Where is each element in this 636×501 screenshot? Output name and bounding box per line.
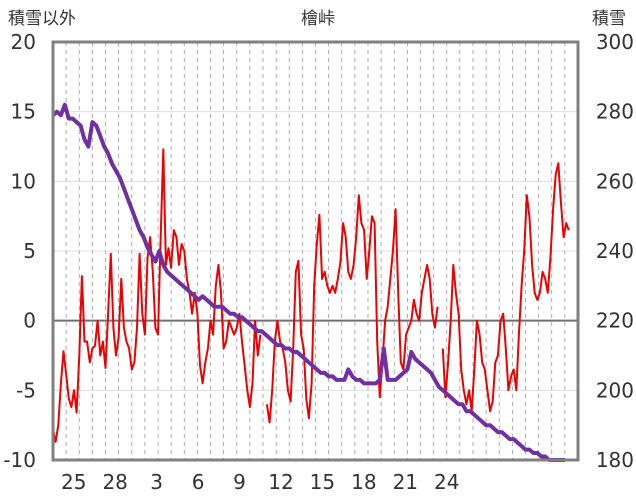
left-y-tick-label: 20 (11, 30, 36, 54)
temperature-line-1 (265, 194, 439, 424)
x-tick-label: 25 (61, 470, 86, 494)
chart-title: 檜峠 (301, 8, 335, 29)
left-y-tick-label: -5 (16, 378, 36, 402)
left-y-tick-label: 10 (11, 169, 36, 193)
x-tick-label: 21 (393, 470, 418, 494)
left-axis-label: 積雪以外 (8, 9, 76, 29)
right-y-tick-label: 220 (596, 309, 634, 333)
x-tick-label: 12 (268, 470, 293, 494)
temperature-line-2 (441, 162, 570, 413)
x-tick-label: 9 (233, 470, 246, 494)
x-tick-label: 6 (192, 470, 205, 494)
right-y-ticks: 180 200 220 240 260 280 300 (596, 30, 634, 472)
right-y-tick-label: 260 (596, 169, 634, 193)
left-y-tick-label: 0 (23, 309, 36, 333)
snow-depth-line-0 (51, 102, 565, 462)
right-axis-label: 積雪 (592, 9, 626, 29)
x-tick-label: 28 (102, 470, 127, 494)
right-y-tick-label: 200 (596, 378, 634, 402)
temperature-line-0 (52, 148, 262, 443)
right-y-tick-label: 280 (596, 100, 634, 124)
x-tick-labels: 25 28 3 6 9 12 15 18 21 24 (61, 470, 459, 494)
right-y-tick-label: 240 (596, 239, 634, 263)
x-tick-label: 18 (351, 470, 376, 494)
x-tick-label: 24 (434, 470, 459, 494)
left-y-tick-label: 15 (11, 100, 36, 124)
right-y-tick-label: 180 (596, 448, 634, 472)
right-y-tick-label: 300 (596, 30, 634, 54)
plot-series (51, 102, 570, 462)
plot-frame (51, 40, 580, 462)
x-tick-label: 3 (150, 470, 163, 494)
left-y-tick-label: 5 (23, 239, 36, 263)
left-y-ticks: -10 -5 0 5 10 15 20 (3, 30, 36, 472)
x-tick-label: 15 (310, 470, 335, 494)
left-y-tick-label: -10 (3, 448, 36, 472)
